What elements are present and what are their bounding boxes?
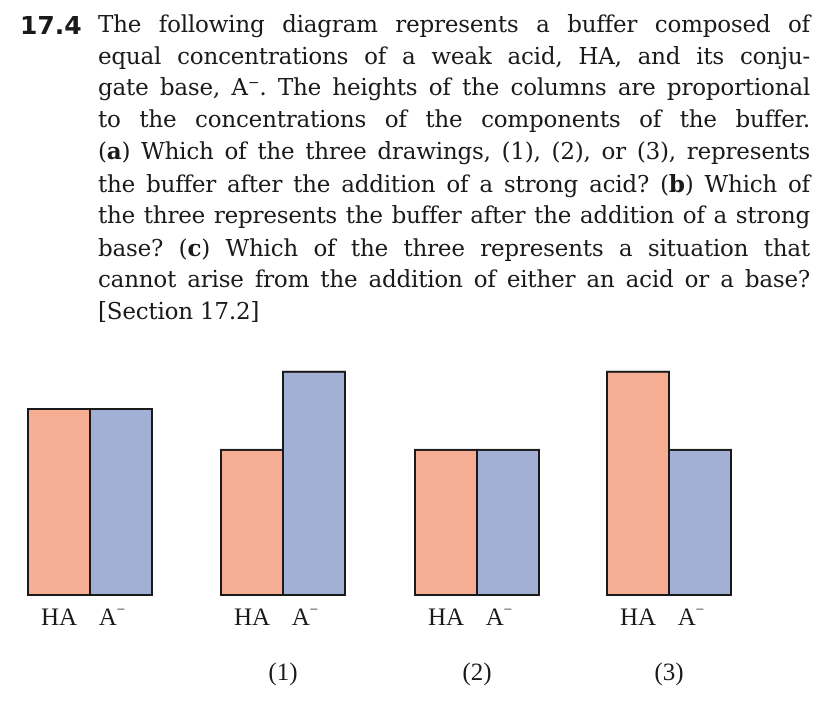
problem-line-4: to the concentrations of the components …	[98, 106, 810, 133]
bar-a-minus-group-2	[282, 370, 346, 596]
problem-line-10: [Section 17.2]	[98, 298, 260, 325]
label-ha-group-4: HA	[620, 604, 656, 631]
label-ha-group-1: HA	[41, 604, 77, 631]
label-a-minus-group-1: A−	[99, 602, 126, 631]
buffer-diagram: HA A− HA A− (1) HA A− (2) HA A− (3)	[27, 370, 732, 686]
problem-line-3: gate base, A−. The heights of the column…	[98, 75, 810, 101]
caption-group-2: (1)	[268, 659, 297, 686]
bar-a-minus-group-3	[476, 448, 540, 596]
problem-statement: The following diagram represents a buffe…	[98, 10, 810, 328]
problem-number: 17.4	[20, 11, 82, 40]
bar-ha-group-4	[606, 370, 670, 596]
bar-ha-group-2	[220, 448, 284, 596]
label-a-minus-group-2: A−	[292, 602, 319, 631]
bar-ha-group-1	[27, 408, 91, 596]
label-ha-group-2: HA	[234, 604, 270, 631]
label-a-minus-group-4: A−	[678, 602, 705, 631]
bar-ha-group-3	[414, 448, 478, 596]
bar-a-minus-group-4	[668, 448, 732, 596]
label-ha-group-3: HA	[428, 604, 464, 631]
problem-line-5: (a) Which of the three drawings, (1), (2…	[98, 138, 810, 165]
problem-line-2: equal concentrations of a weak acid, HA,…	[98, 43, 810, 70]
problem-line-1: The following diagram represents a buffe…	[98, 12, 810, 38]
problem-line-6: the buffer after the addition of a stron…	[98, 170, 810, 198]
bar-a-minus-group-1	[89, 408, 153, 596]
problem-17-4: 17.4 The following diagram represents a …	[20, 10, 810, 328]
problem-line-8: base? (c) Which of the three represents …	[98, 234, 810, 262]
problem-line-9: cannot arise from the addition of either…	[98, 267, 810, 293]
label-a-minus-group-3: A−	[486, 602, 513, 631]
problem-line-7: the three represents the buffer after th…	[98, 203, 810, 229]
caption-group-3: (2)	[462, 659, 491, 686]
caption-group-4: (3)	[654, 659, 683, 686]
